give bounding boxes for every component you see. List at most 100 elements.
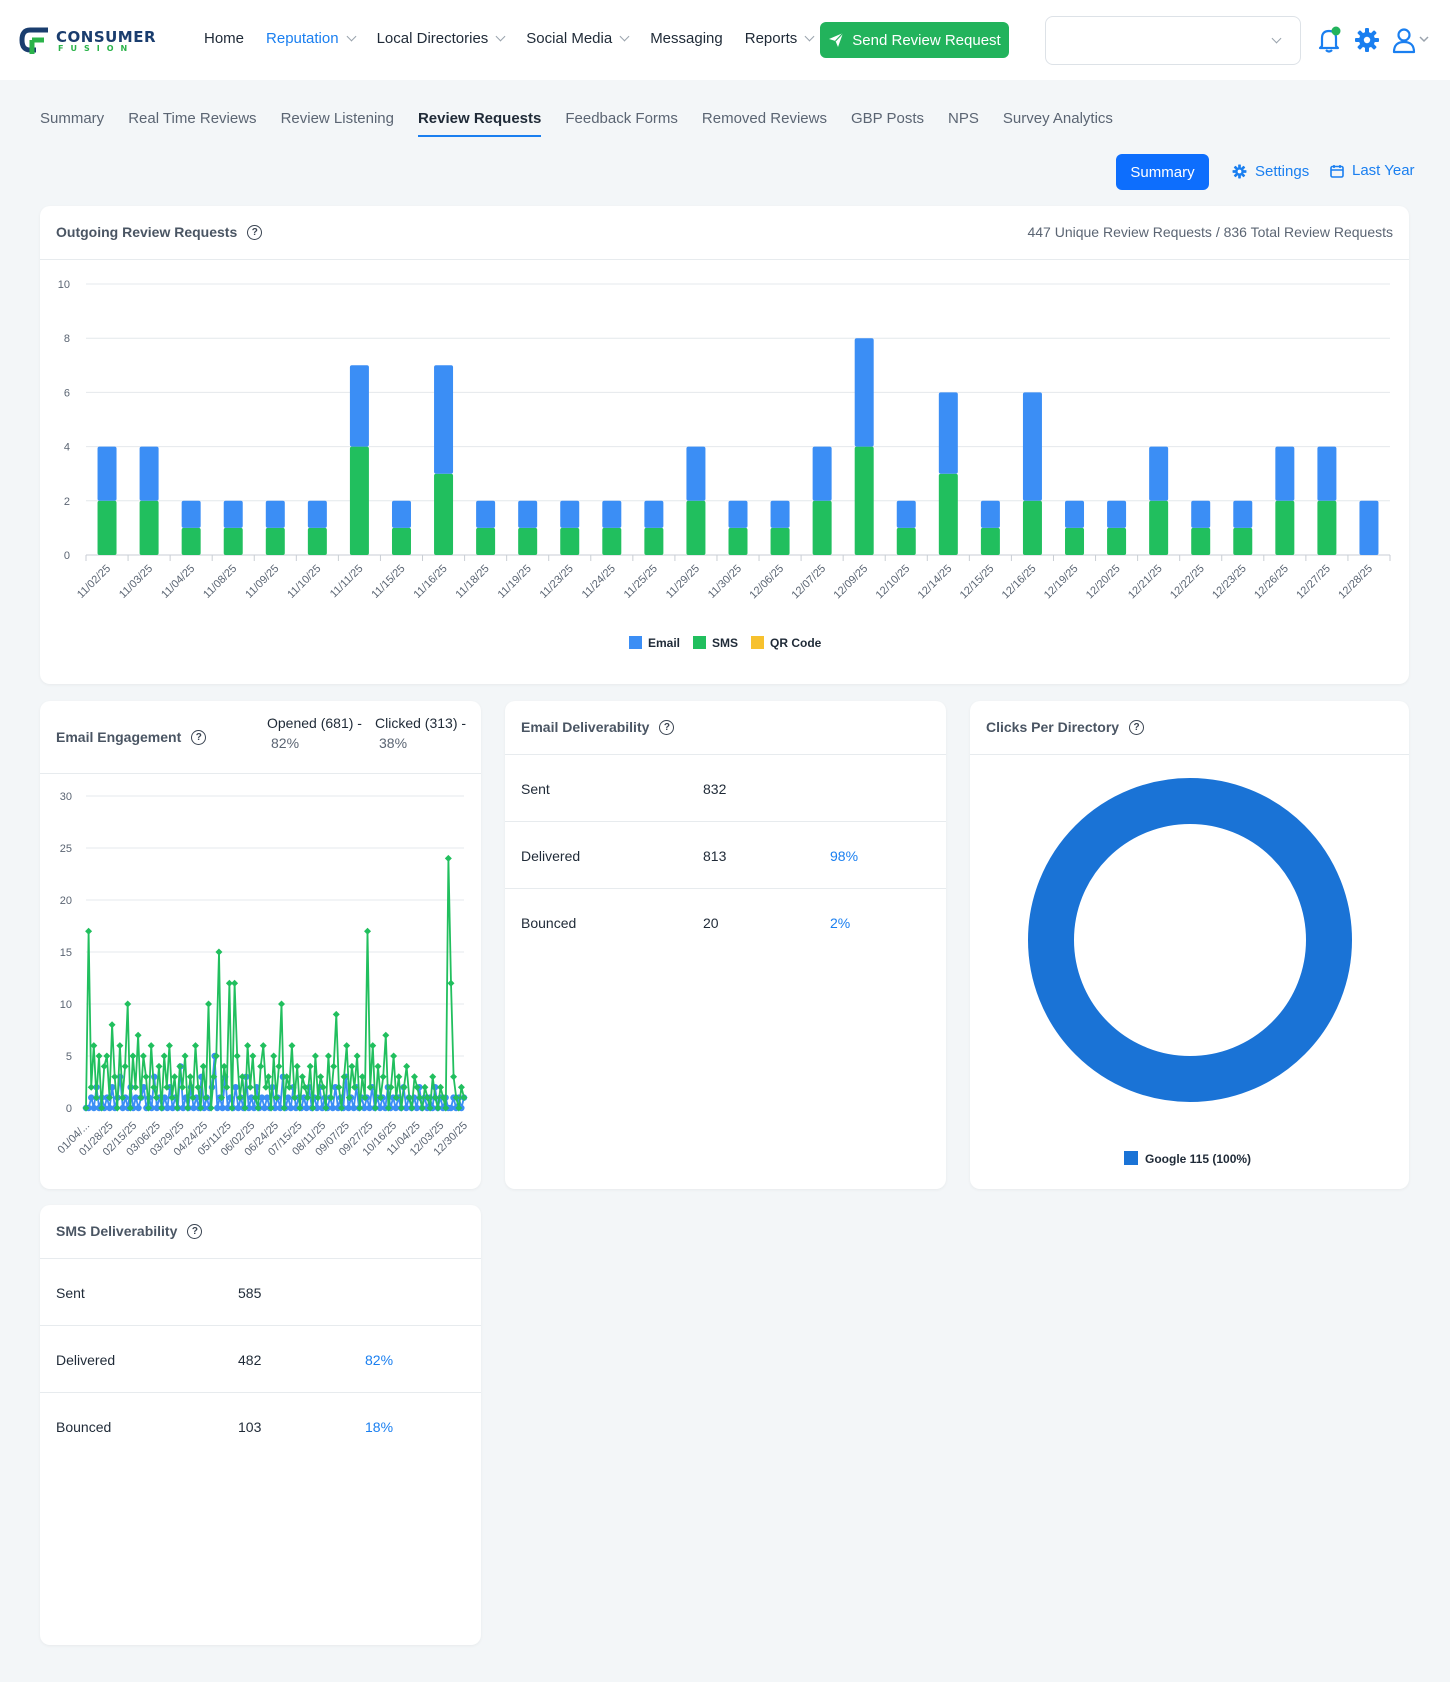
data-point[interactable] <box>304 1094 312 1102</box>
gear-icon[interactable] <box>1353 26 1381 54</box>
data-point[interactable] <box>439 1094 447 1102</box>
data-point[interactable] <box>121 1062 129 1070</box>
data-point[interactable] <box>271 1104 279 1112</box>
bar-sms[interactable] <box>854 446 874 555</box>
data-point[interactable] <box>278 1000 286 1008</box>
data-point[interactable] <box>119 1104 126 1112</box>
data-point[interactable] <box>374 1062 382 1070</box>
data-point[interactable] <box>309 1104 317 1112</box>
data-point[interactable] <box>452 1094 460 1102</box>
bar-email[interactable] <box>1149 446 1169 501</box>
tab-gbp-posts[interactable]: GBP Posts <box>850 110 925 127</box>
data-point[interactable] <box>150 1083 158 1091</box>
bar-sms[interactable] <box>560 527 580 555</box>
data-point[interactable] <box>319 1083 327 1091</box>
bar-email[interactable] <box>265 500 285 528</box>
user-profile-icon[interactable] <box>1392 26 1432 54</box>
data-point[interactable] <box>179 1104 187 1112</box>
bar-sms[interactable] <box>476 527 496 555</box>
tab-removed-reviews[interactable]: Removed Reviews <box>701 110 827 127</box>
data-point[interactable] <box>292 1104 300 1112</box>
data-point[interactable] <box>437 1083 445 1091</box>
data-point[interactable] <box>225 979 233 987</box>
tab-survey-analytics[interactable]: Survey Analytics <box>1002 110 1113 127</box>
data-point[interactable] <box>424 1094 432 1102</box>
data-point[interactable] <box>171 1073 179 1081</box>
data-point[interactable] <box>350 1104 357 1112</box>
data-point[interactable] <box>100 1062 108 1070</box>
bar-email[interactable] <box>223 500 243 528</box>
data-point[interactable] <box>447 979 455 987</box>
help-icon[interactable]: ? <box>247 224 263 240</box>
bar-sms[interactable] <box>1107 527 1127 555</box>
data-point[interactable] <box>95 1052 103 1060</box>
tab-review-requests[interactable]: Review Requests <box>417 110 542 137</box>
send-review-request-button[interactable]: Send Review Request <box>820 22 1009 58</box>
data-point[interactable] <box>145 1104 153 1112</box>
data-point[interactable] <box>280 1104 288 1112</box>
data-point[interactable] <box>337 1104 345 1112</box>
data-point[interactable] <box>329 1104 336 1112</box>
data-point[interactable] <box>332 1010 340 1018</box>
bar-sms[interactable] <box>1149 500 1169 555</box>
data-point[interactable] <box>348 1062 356 1070</box>
data-point[interactable] <box>410 1073 418 1081</box>
data-point[interactable] <box>353 1052 361 1060</box>
data-point[interactable] <box>244 1042 252 1050</box>
bar-email[interactable] <box>560 500 580 528</box>
data-point[interactable] <box>106 1104 113 1112</box>
data-point[interactable] <box>392 1104 399 1112</box>
data-point[interactable] <box>132 1094 140 1101</box>
bar-email[interactable] <box>181 500 201 528</box>
data-point[interactable] <box>132 1083 140 1091</box>
data-point[interactable] <box>135 1104 142 1112</box>
legend-label[interactable]: Google 115 (100%) <box>1145 1152 1251 1166</box>
data-point[interactable] <box>431 1094 439 1102</box>
tab-nps[interactable]: NPS <box>948 110 979 127</box>
bar-email[interactable] <box>97 446 117 501</box>
nav-item-reputation[interactable]: Reputation <box>266 30 357 47</box>
nav-item-messaging[interactable]: Messaging <box>650 30 723 47</box>
data-point[interactable] <box>364 927 372 935</box>
bar-email[interactable] <box>1022 392 1042 501</box>
data-point[interactable] <box>257 1062 265 1070</box>
bar-email[interactable] <box>602 500 622 528</box>
data-point[interactable] <box>85 927 93 935</box>
data-point[interactable] <box>249 1052 257 1060</box>
data-point[interactable] <box>214 1104 221 1112</box>
data-point[interactable] <box>457 1083 465 1091</box>
data-point[interactable] <box>434 1104 442 1112</box>
data-point[interactable] <box>403 1104 410 1112</box>
bar-email[interactable] <box>434 365 454 474</box>
data-point[interactable] <box>287 1104 294 1112</box>
data-point[interactable] <box>301 1083 309 1091</box>
data-point[interactable] <box>250 1104 258 1112</box>
data-point[interactable] <box>371 1104 379 1112</box>
data-point[interactable] <box>245 1104 252 1112</box>
data-point[interactable] <box>272 1094 280 1102</box>
data-point[interactable] <box>90 1042 98 1050</box>
data-point[interactable] <box>330 1062 338 1070</box>
bar-sms[interactable] <box>349 446 369 555</box>
data-point[interactable] <box>416 1094 424 1102</box>
data-point[interactable] <box>284 1094 292 1101</box>
data-point[interactable] <box>197 1104 205 1112</box>
data-point[interactable] <box>361 1094 369 1102</box>
data-point[interactable] <box>87 1083 95 1091</box>
data-point[interactable] <box>137 1094 145 1102</box>
data-point[interactable] <box>421 1083 429 1091</box>
bar-email[interactable] <box>644 500 664 528</box>
data-point[interactable] <box>261 1104 268 1112</box>
bar-email[interactable] <box>686 446 706 501</box>
tab-real-time-reviews[interactable]: Real Time Reviews <box>128 110 257 127</box>
data-point[interactable] <box>151 1073 158 1080</box>
data-point[interactable] <box>205 1000 213 1008</box>
data-point[interactable] <box>164 1104 171 1112</box>
bar-sms[interactable] <box>1022 500 1042 555</box>
bar-email[interactable] <box>349 365 369 447</box>
bar-sms[interactable] <box>181 527 201 555</box>
tab-review-listening[interactable]: Review Listening <box>280 110 394 127</box>
data-point[interactable] <box>92 1094 100 1102</box>
data-point[interactable] <box>358 1073 366 1081</box>
data-point[interactable] <box>319 1104 326 1112</box>
